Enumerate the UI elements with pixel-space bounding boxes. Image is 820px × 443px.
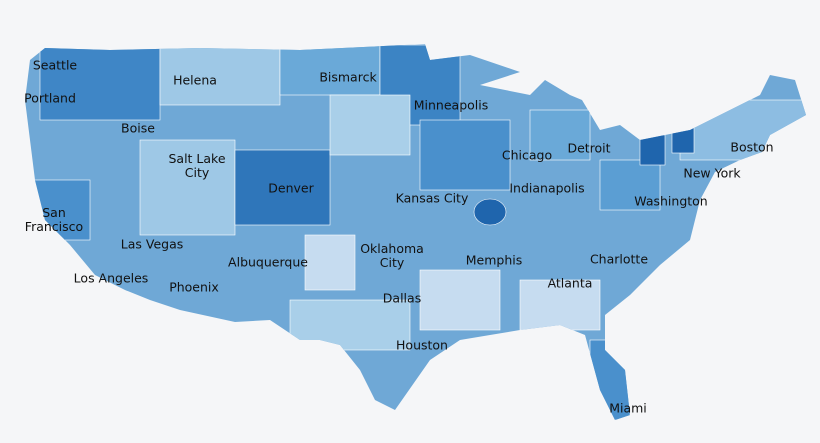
city-label: Boston — [730, 140, 773, 155]
city-label: San Francisco — [25, 205, 83, 234]
region — [519, 279, 601, 331]
city-label: Las Vegas — [121, 237, 184, 252]
city-label: New York — [683, 166, 741, 181]
region — [304, 234, 356, 291]
city-label: Chicago — [502, 148, 552, 163]
city-label: Atlanta — [548, 276, 593, 291]
city-label: Helena — [173, 73, 217, 88]
city-label: Bismarck — [319, 70, 377, 85]
region — [529, 109, 591, 161]
city-label: Phoenix — [169, 280, 219, 295]
city-label: Denver — [268, 181, 314, 196]
city-label: Memphis — [466, 253, 523, 268]
city-label: Albuquerque — [228, 255, 308, 270]
city-label: Portland — [24, 91, 76, 106]
region — [289, 299, 411, 351]
city-labels: Seattle Portland Boise Helena Bismarck Minnea… — [24, 58, 774, 416]
region — [671, 127, 695, 154]
region — [599, 159, 661, 211]
city-label: Dallas — [383, 291, 421, 306]
city-label: Detroit — [567, 141, 610, 156]
city-label: Indianapolis — [509, 181, 584, 196]
city-label: Charlotte — [590, 252, 648, 267]
city-label: Washington — [634, 194, 707, 209]
region — [39, 44, 161, 121]
region — [473, 198, 507, 226]
city-label: Miami — [609, 401, 647, 416]
regions — [29, 44, 806, 420]
city-label: Oklahoma City — [360, 241, 424, 270]
region — [419, 269, 501, 331]
city-label: Minneapolis — [414, 98, 489, 113]
region — [329, 94, 411, 156]
region — [419, 119, 511, 191]
region — [139, 139, 236, 236]
region — [234, 149, 331, 226]
region — [159, 44, 281, 106]
city-label: Kansas City — [396, 191, 469, 206]
city-label: Boise — [121, 121, 155, 136]
city-label: Salt Lake City — [168, 151, 225, 180]
region — [639, 134, 666, 166]
city-label: Seattle — [33, 58, 78, 73]
city-label: Houston — [396, 338, 448, 353]
city-label: Los Angeles — [74, 271, 149, 286]
